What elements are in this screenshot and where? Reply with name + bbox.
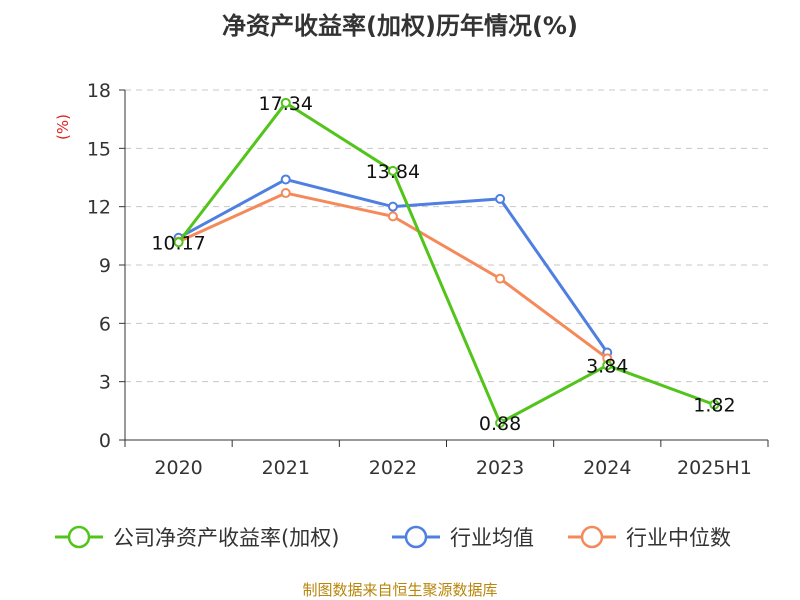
x-tick-label: 2022 <box>369 457 417 479</box>
data-point <box>495 193 506 204</box>
data-point <box>602 360 613 371</box>
y-tick-label: 18 <box>87 80 111 102</box>
x-tick-label: 2023 <box>476 457 524 479</box>
x-tick-label: 2025H1 <box>677 457 752 479</box>
y-tick-label: 6 <box>99 313 111 335</box>
data-point <box>280 174 291 185</box>
chart-title: 净资产收益率(加权)历年情况(%) <box>222 12 578 40</box>
y-tick-label: 9 <box>99 255 111 277</box>
legend-label: 公司净资产收益率(加权) <box>113 526 339 550</box>
axes: 0 3 6 9 12 15 18 2020 2021 2022 2023 2024 2025H1 <box>87 80 769 479</box>
x-tick-label: 2021 <box>262 457 310 479</box>
data-label: 0.88 <box>479 413 521 435</box>
data-point <box>280 188 291 199</box>
data-label: 10.17 <box>151 232 205 254</box>
data-point <box>495 417 506 428</box>
data-point <box>173 237 184 248</box>
data-label: 17.34 <box>259 93 313 115</box>
x-tick-label: 2024 <box>583 457 631 479</box>
data-label: 3.84 <box>586 355 628 377</box>
legend-label: 行业均值 <box>450 526 534 550</box>
legend-marker <box>404 525 428 549</box>
y-tick-label: 12 <box>87 197 111 219</box>
data-point <box>280 97 291 108</box>
x-tick-label: 2020 <box>154 457 202 479</box>
legend-label: 行业中位数 <box>626 526 731 550</box>
source-note: 制图数据来自恒生聚源数据库 <box>302 581 497 599</box>
data-label: 1.82 <box>693 395 735 417</box>
y-tick-label: 15 <box>87 138 111 160</box>
data-labels: 10.17 17.34 13.84 0.88 3.84 1.82 <box>151 93 735 435</box>
y-axis-label: (%) <box>54 114 72 140</box>
series-line <box>177 101 715 425</box>
legend-marker <box>67 525 91 549</box>
legend-marker <box>580 525 604 549</box>
legend: 公司净资产收益率(加权) 行业均值 行业中位数 <box>55 525 731 550</box>
data-point <box>387 165 398 176</box>
data-point <box>387 201 398 212</box>
y-tick-label: 0 <box>99 430 111 452</box>
series-layer <box>173 97 720 428</box>
data-point <box>495 273 506 284</box>
data-label: 13.84 <box>366 161 420 183</box>
data-point <box>387 211 398 222</box>
data-point <box>709 399 720 410</box>
y-tick-label: 3 <box>99 372 111 394</box>
gridlines <box>125 89 768 383</box>
